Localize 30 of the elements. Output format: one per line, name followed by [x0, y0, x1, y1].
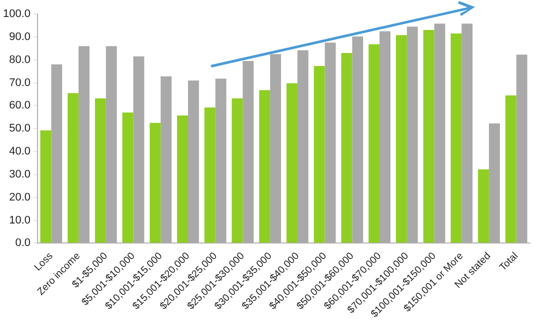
bar: [423, 30, 434, 243]
y-tick-label: 80.0: [9, 54, 31, 66]
y-tick-label: 10.0: [9, 214, 31, 226]
y-tick-label: 40.0: [9, 146, 31, 158]
y-tick-label: 20.0: [9, 191, 31, 204]
bar: [286, 83, 298, 243]
bar: [68, 93, 79, 243]
bar: [396, 35, 407, 243]
y-tick-label: 100.0: [2, 8, 31, 20]
y-tick-label: 60.0: [9, 100, 31, 112]
bar: [505, 95, 516, 243]
bar: [40, 130, 52, 243]
y-tick-label: 70.0: [9, 76, 31, 89]
y-tick-label: 0.0: [15, 237, 31, 250]
bar: [150, 122, 161, 243]
y-tick-label: 30.0: [9, 168, 31, 180]
bar: [122, 112, 134, 243]
bar: [232, 98, 243, 243]
bar: [177, 116, 188, 243]
bar: [204, 108, 216, 243]
bar: [259, 90, 270, 243]
x-tick-label: Loss: [32, 250, 56, 274]
bar: [368, 44, 380, 243]
y-tick-label: 50.0: [9, 122, 31, 135]
bar: [450, 33, 462, 243]
bar: [314, 66, 325, 243]
bar: [341, 52, 352, 243]
y-tick-label: 90.0: [9, 30, 31, 43]
bar: [94, 98, 106, 243]
bar: [478, 169, 489, 243]
